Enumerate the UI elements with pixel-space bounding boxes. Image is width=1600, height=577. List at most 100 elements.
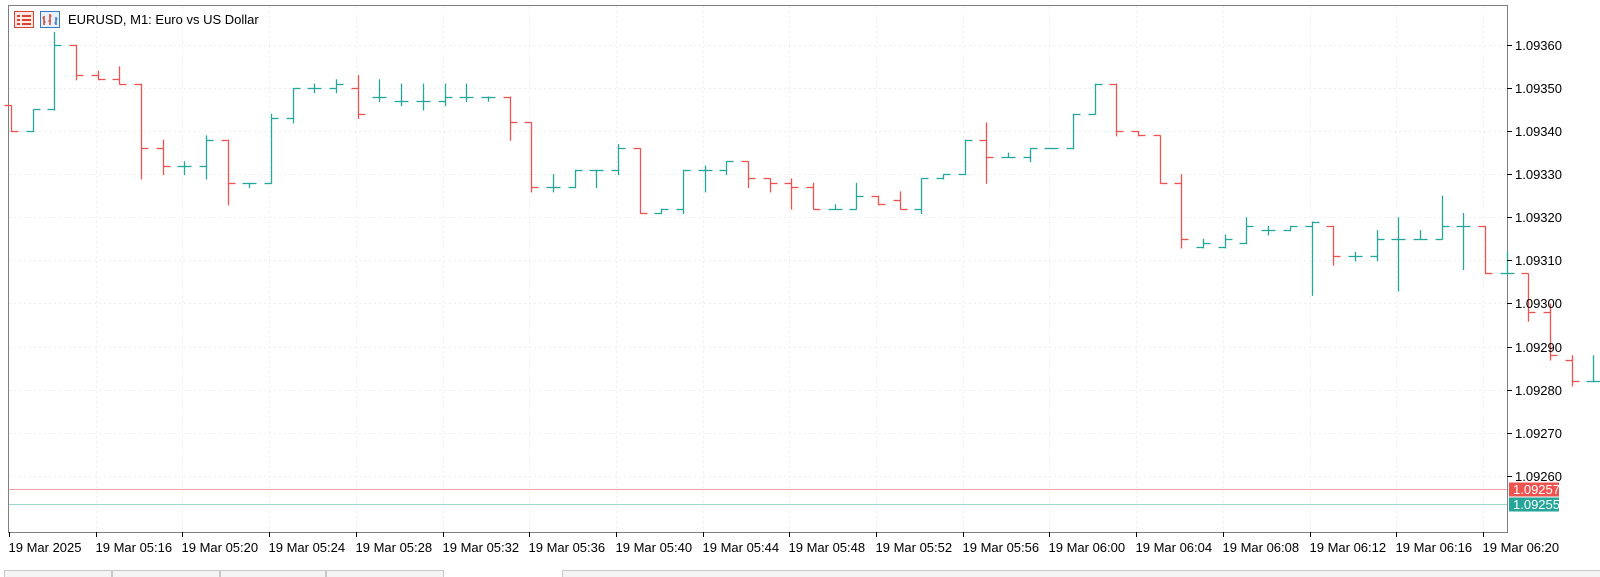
ohlc-bar — [1586, 355, 1600, 383]
ohlc-bar — [329, 79, 344, 94]
y-tick-label: 1.09310 — [1515, 253, 1562, 268]
ohlc-bar — [1023, 147, 1038, 163]
time-axis: 19 Mar 2025 19 Mar 05:16 19 Mar 05:20 19 Ma… — [9, 532, 1560, 555]
ohlc-bar — [1109, 83, 1124, 137]
ohlc-bar — [69, 44, 84, 81]
ohlc-bar — [589, 169, 604, 189]
ohlc-bar — [1565, 355, 1580, 387]
ask-price-tag — [1509, 497, 1559, 512]
x-tick-label: 19 Mar 05:32 — [443, 540, 520, 555]
ohlc-bar — [372, 79, 387, 102]
x-tick-label: 19 Mar 05:48 — [789, 540, 866, 555]
ohlc-bar — [806, 182, 821, 211]
ohlc-bar — [914, 177, 929, 214]
ask-price-label: 1.09255 — [1513, 497, 1560, 512]
ohlc-bar — [893, 191, 908, 211]
y-tick-label: 1.09360 — [1515, 38, 1562, 53]
ohlc-bar — [784, 178, 799, 210]
ohlc-bar — [47, 31, 62, 111]
ohlc-bar — [1283, 225, 1298, 232]
ohlc-bar — [1131, 130, 1146, 137]
x-tick-label: 19 Mar 05:56 — [963, 540, 1040, 555]
x-tick-label: 19 Mar 05:40 — [616, 540, 693, 555]
ohlc-bar — [1326, 225, 1341, 266]
ohlc-bar — [828, 204, 843, 211]
horizontal-scrollbar[interactable] — [562, 570, 1600, 577]
ohlc-bar — [1174, 174, 1189, 249]
ohlc-bar — [1218, 234, 1233, 249]
ohlc-bar — [1478, 225, 1493, 275]
ohlc-bar — [351, 74, 366, 120]
ohlc-bar — [849, 182, 864, 211]
x-tick-label: 19 Mar 05:52 — [876, 540, 953, 555]
ohlc-bar — [264, 113, 279, 185]
ohlc-bar — [91, 70, 106, 81]
ohlc-bar — [1543, 303, 1558, 361]
ohlc-bar — [1456, 212, 1471, 270]
chart-tab[interactable] — [220, 570, 326, 577]
ohlc-bar — [698, 165, 713, 193]
symbol-title: EURUSD, M1: Euro vs US Dollar — [68, 11, 259, 27]
ohlc-bar — [4, 104, 19, 133]
ohlc-bar — [633, 147, 648, 215]
ohlc-bar — [524, 121, 539, 193]
y-tick-label: 1.09280 — [1515, 383, 1562, 398]
ohlc-bars — [4, 31, 1600, 387]
ohlc-bar — [199, 135, 214, 180]
price-lines — [9, 489, 1507, 505]
y-tick-label: 1.09340 — [1515, 124, 1562, 139]
x-tick-label: 19 Mar 06:00 — [1049, 540, 1126, 555]
x-tick-label: 19 Mar 06:04 — [1136, 540, 1213, 555]
ohlc-bar — [1521, 272, 1536, 322]
ohlc-bar — [1348, 251, 1363, 262]
ohlc-bar — [654, 208, 669, 215]
plot-frame — [8, 5, 1508, 533]
x-tick-label: 19 Mar 05:16 — [96, 540, 173, 555]
ohlc-bar — [459, 83, 474, 102]
ohlc-bar — [568, 169, 583, 189]
price-axis: 1.09360 1.09350 1.09340 1.09330 1.09320 1.093… — [1507, 38, 1562, 484]
y-tick-label: 1.09260 — [1515, 469, 1562, 484]
y-tick-label: 1.09300 — [1515, 296, 1562, 311]
ohlc-bar — [394, 83, 409, 107]
ohlc-bar — [416, 83, 431, 111]
ohlc-bar — [936, 173, 951, 180]
ohlc-bar — [177, 161, 192, 176]
chart-tab[interactable] — [112, 570, 220, 577]
x-tick-label: 19 Mar 05:36 — [529, 540, 606, 555]
ohlc-bar — [611, 143, 626, 176]
y-tick-label: 1.09350 — [1515, 81, 1562, 96]
chart-list-icon[interactable] — [14, 10, 34, 28]
chart-tab[interactable] — [4, 570, 112, 577]
x-tick-label: 19 Mar 06:20 — [1483, 540, 1560, 555]
x-tick-label: 19 Mar 05:28 — [356, 540, 433, 555]
x-tick-label: 19 Mar 05:20 — [182, 540, 259, 555]
ohlc-bar — [1305, 221, 1320, 296]
ohlc-bar — [1261, 225, 1276, 236]
ohlc-bar — [1153, 134, 1168, 185]
y-tick-label: 1.09330 — [1515, 167, 1562, 182]
ohlc-bar — [676, 169, 691, 214]
symbol-chart-icon[interactable] — [40, 10, 60, 28]
x-tick-label: 19 Mar 06:08 — [1223, 540, 1300, 555]
ohlc-bar — [112, 66, 127, 86]
ohlc-bar — [1370, 230, 1385, 262]
ohlc-bar — [26, 108, 41, 133]
ohlc-bar — [221, 139, 236, 206]
ohlc-bar — [1413, 230, 1428, 241]
ohlc-bar — [1088, 83, 1103, 116]
ohlc-bar — [503, 96, 518, 141]
chart-tabs — [0, 570, 1600, 577]
ohlc-bar — [307, 83, 322, 94]
ohlc-bar — [1391, 217, 1406, 292]
ohlc-bar — [156, 139, 171, 176]
ohlc-bar — [1001, 152, 1016, 159]
bid-price-tag — [1509, 482, 1559, 497]
chart-tab[interactable] — [326, 570, 444, 577]
bid-price-label: 1.09257 — [1513, 482, 1560, 497]
x-tick-label: 19 Mar 05:44 — [703, 540, 780, 555]
ohlc-bar — [871, 195, 886, 206]
